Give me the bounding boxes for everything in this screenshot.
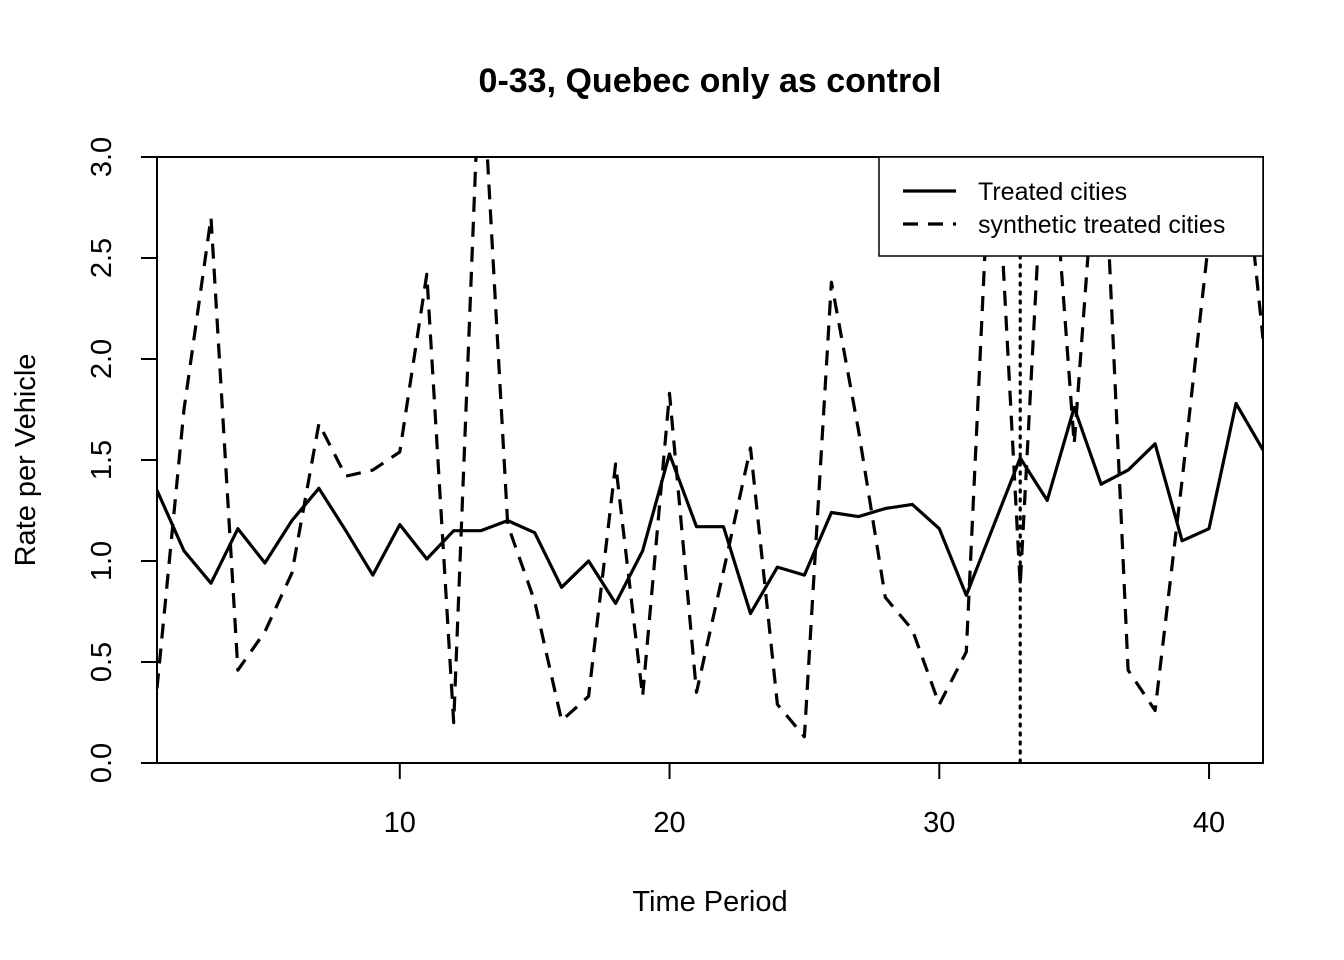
series-line-synthetic-treated-cities: [157, 157, 1263, 739]
x-axis-label: Time Period: [632, 886, 787, 918]
y-tick-label: 2.5: [86, 238, 118, 278]
y-tick-label: 0.5: [86, 642, 118, 682]
series-line-treated-cities: [157, 401, 1263, 616]
x-tick-label: 10: [384, 807, 416, 839]
y-axis-label: Rate per Vehicle: [10, 354, 42, 567]
x-tick-label: 20: [653, 807, 685, 839]
legend-box: [878, 156, 1264, 257]
x-axis: 10 20 30 40: [384, 763, 1225, 839]
y-tick-label: 1.0: [86, 541, 118, 581]
legend: Treated cities synthetic treated cities: [878, 156, 1264, 257]
y-tick-label: 2.0: [86, 339, 118, 379]
x-tick-label: 40: [1193, 807, 1225, 839]
y-tick-label: 1.5: [86, 440, 118, 480]
x-tick-label: 30: [923, 807, 955, 839]
y-tick-label: 3.0: [86, 137, 118, 177]
legend-entry-treated-cities: Treated cities: [978, 178, 1127, 206]
chart-title: 0-33, Quebec only as control: [479, 62, 942, 100]
y-tick-label: 0.0: [86, 743, 118, 783]
legend-entry-synthetic-treated-cities: synthetic treated cities: [978, 211, 1225, 239]
plot-area: [157, 157, 1263, 763]
y-axis: 0.0 0.5 1.0 1.5 2.0 2.5 3.0: [86, 137, 157, 783]
